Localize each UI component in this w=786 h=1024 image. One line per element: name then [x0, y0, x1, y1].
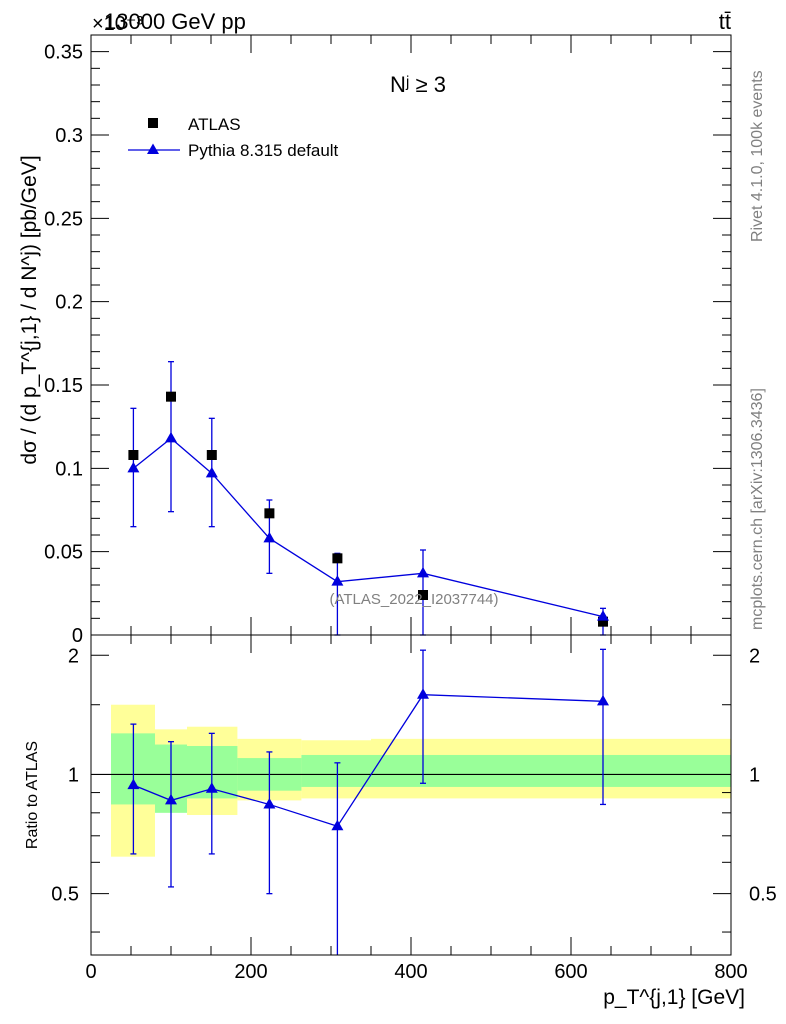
y-tick-label: 0.35	[44, 42, 83, 64]
legend: ATLAS Pythia 8.315 default	[128, 115, 339, 160]
legend-atlas-marker	[148, 118, 158, 128]
x-tick-label: 200	[234, 961, 267, 983]
y-tick-label: 0.2	[55, 292, 83, 314]
x-tick-label: 600	[554, 961, 587, 983]
selection-label: Nʲ ≥ 3	[390, 72, 446, 97]
ratio-panel-data	[127, 648, 609, 955]
y-tick-label: 0.1	[55, 458, 83, 480]
ratio-pythia-point	[331, 819, 344, 831]
ratio-y-tick-label-right: 2	[749, 645, 760, 667]
atlas-point	[418, 590, 428, 600]
energy-label: 13000 GeV pp	[104, 9, 246, 34]
mcplots-label: mcplots.cern.ch [arXiv:1306.3436]	[749, 388, 766, 630]
atlas-point	[166, 391, 176, 402]
y-tick-label: 0.3	[55, 125, 83, 147]
ratio-panel-frame	[90, 634, 732, 956]
main-panel: 0 0.05 0.1 0.15 0.2 0.25 0.3 0.35	[44, 34, 732, 647]
main-panel-axes: 0 0.05 0.1 0.15 0.2 0.25 0.3 0.35	[44, 35, 732, 647]
atlas-point	[206, 450, 217, 460]
pythia-point	[205, 466, 218, 478]
analysis-watermark: (ATLAS_2022_I2037744)	[329, 591, 498, 608]
y-tick-label: 0.25	[44, 208, 83, 230]
y-tick-label: 0	[72, 625, 83, 647]
pythia-point	[165, 431, 177, 443]
atlas-point	[598, 616, 608, 627]
process-label: tt̄	[719, 9, 731, 34]
ratio-pythia-point	[127, 778, 140, 790]
ratio-pythia-point	[417, 688, 429, 699]
y-tick-label: 0.05	[44, 542, 83, 564]
x-tick-label: 400	[394, 961, 427, 983]
atlas-point	[332, 553, 343, 564]
ratio-pythia-point	[165, 793, 177, 805]
x-tick-label: 800	[714, 961, 747, 983]
legend-pythia-marker	[147, 143, 159, 154]
ratio-y-tick-label-right: 0.5	[749, 884, 777, 906]
ratio-y-tick-label-right: 1	[749, 764, 760, 786]
y-axis-title-main: dσ / (d p_T^{j,1} / d N^j) [pb/GeV]	[18, 155, 41, 464]
main-panel-data	[127, 361, 609, 636]
x-axis-title: p_T^{j,1} [GeV]	[603, 986, 745, 1009]
exponent-label: ×10⁻³	[92, 13, 143, 35]
atlas-point	[128, 450, 139, 460]
legend-pythia-label: Pythia 8.315 default	[188, 141, 339, 160]
y-axis-title-ratio: Ratio to ATLAS	[24, 741, 41, 849]
rivet-label: Rivet 4.1.0, 100k events	[749, 70, 766, 242]
pythia-point	[331, 575, 344, 586]
atlas-point	[264, 508, 275, 519]
ratio-panel-axes: 0.5 0.5 1 1 2 2 0 200 400 600 800	[51, 635, 777, 983]
pythia-point	[127, 461, 140, 473]
ratio-pythia-point	[263, 797, 276, 809]
ratio-band-inner	[301, 754, 371, 787]
x-tick-label: 0	[85, 961, 96, 983]
ratio-y-tick-label: 1	[68, 764, 79, 786]
ratio-pythia-point	[597, 694, 609, 706]
pythia-line	[132, 437, 604, 618]
ratio-panel: 0.5 0.5 1 1 2 2 0 200 400 600 800	[51, 634, 777, 983]
pythia-point	[597, 610, 609, 621]
pythia-point	[263, 531, 276, 543]
ratio-pythia-point	[205, 782, 218, 793]
ratio-y-tick-label: 0.5	[51, 884, 79, 906]
legend-atlas-label: ATLAS	[188, 115, 241, 134]
main-panel-frame	[90, 34, 732, 636]
ratio-uncertainty-bands	[91, 704, 731, 857]
ratio-y-tick-label: 2	[68, 645, 79, 667]
y-tick-label: 0.15	[44, 375, 83, 397]
pythia-point	[417, 566, 429, 578]
